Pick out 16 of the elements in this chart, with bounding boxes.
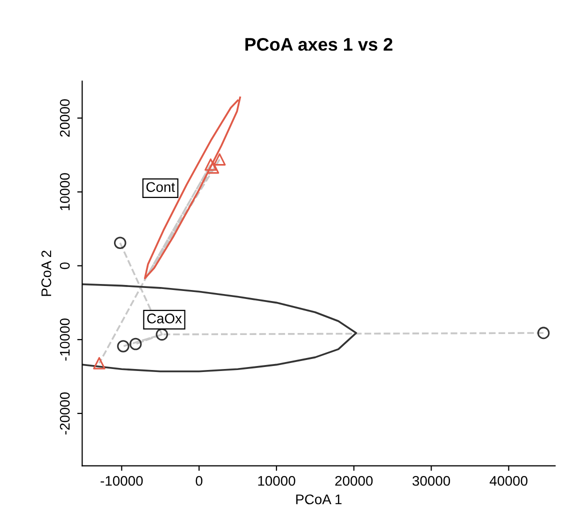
y-tick-label: 10000 <box>60 173 70 210</box>
y-tick-label: 20000 <box>60 99 70 137</box>
annotation: Cont <box>146 182 175 192</box>
x-tick-label: 10000 <box>258 476 296 486</box>
x-tick-label: 30000 <box>412 476 450 486</box>
x-axis-title: PCoA 1 <box>296 494 342 504</box>
y-tick-label: -20000 <box>60 392 70 434</box>
y-axis-title: PCoA 2 <box>41 250 52 296</box>
chart-title: PCoA axes 1 vs 2 <box>245 38 392 51</box>
x-tick-label: 0 <box>196 476 202 486</box>
x-tick-label: 40000 <box>490 476 528 486</box>
y-tick-label: -10000 <box>60 318 70 361</box>
annotation: CaOx <box>147 314 182 324</box>
x-tick-label: -10000 <box>100 476 143 486</box>
x-tick-label: 20000 <box>335 476 373 486</box>
y-tick-label: 0 <box>60 262 70 270</box>
